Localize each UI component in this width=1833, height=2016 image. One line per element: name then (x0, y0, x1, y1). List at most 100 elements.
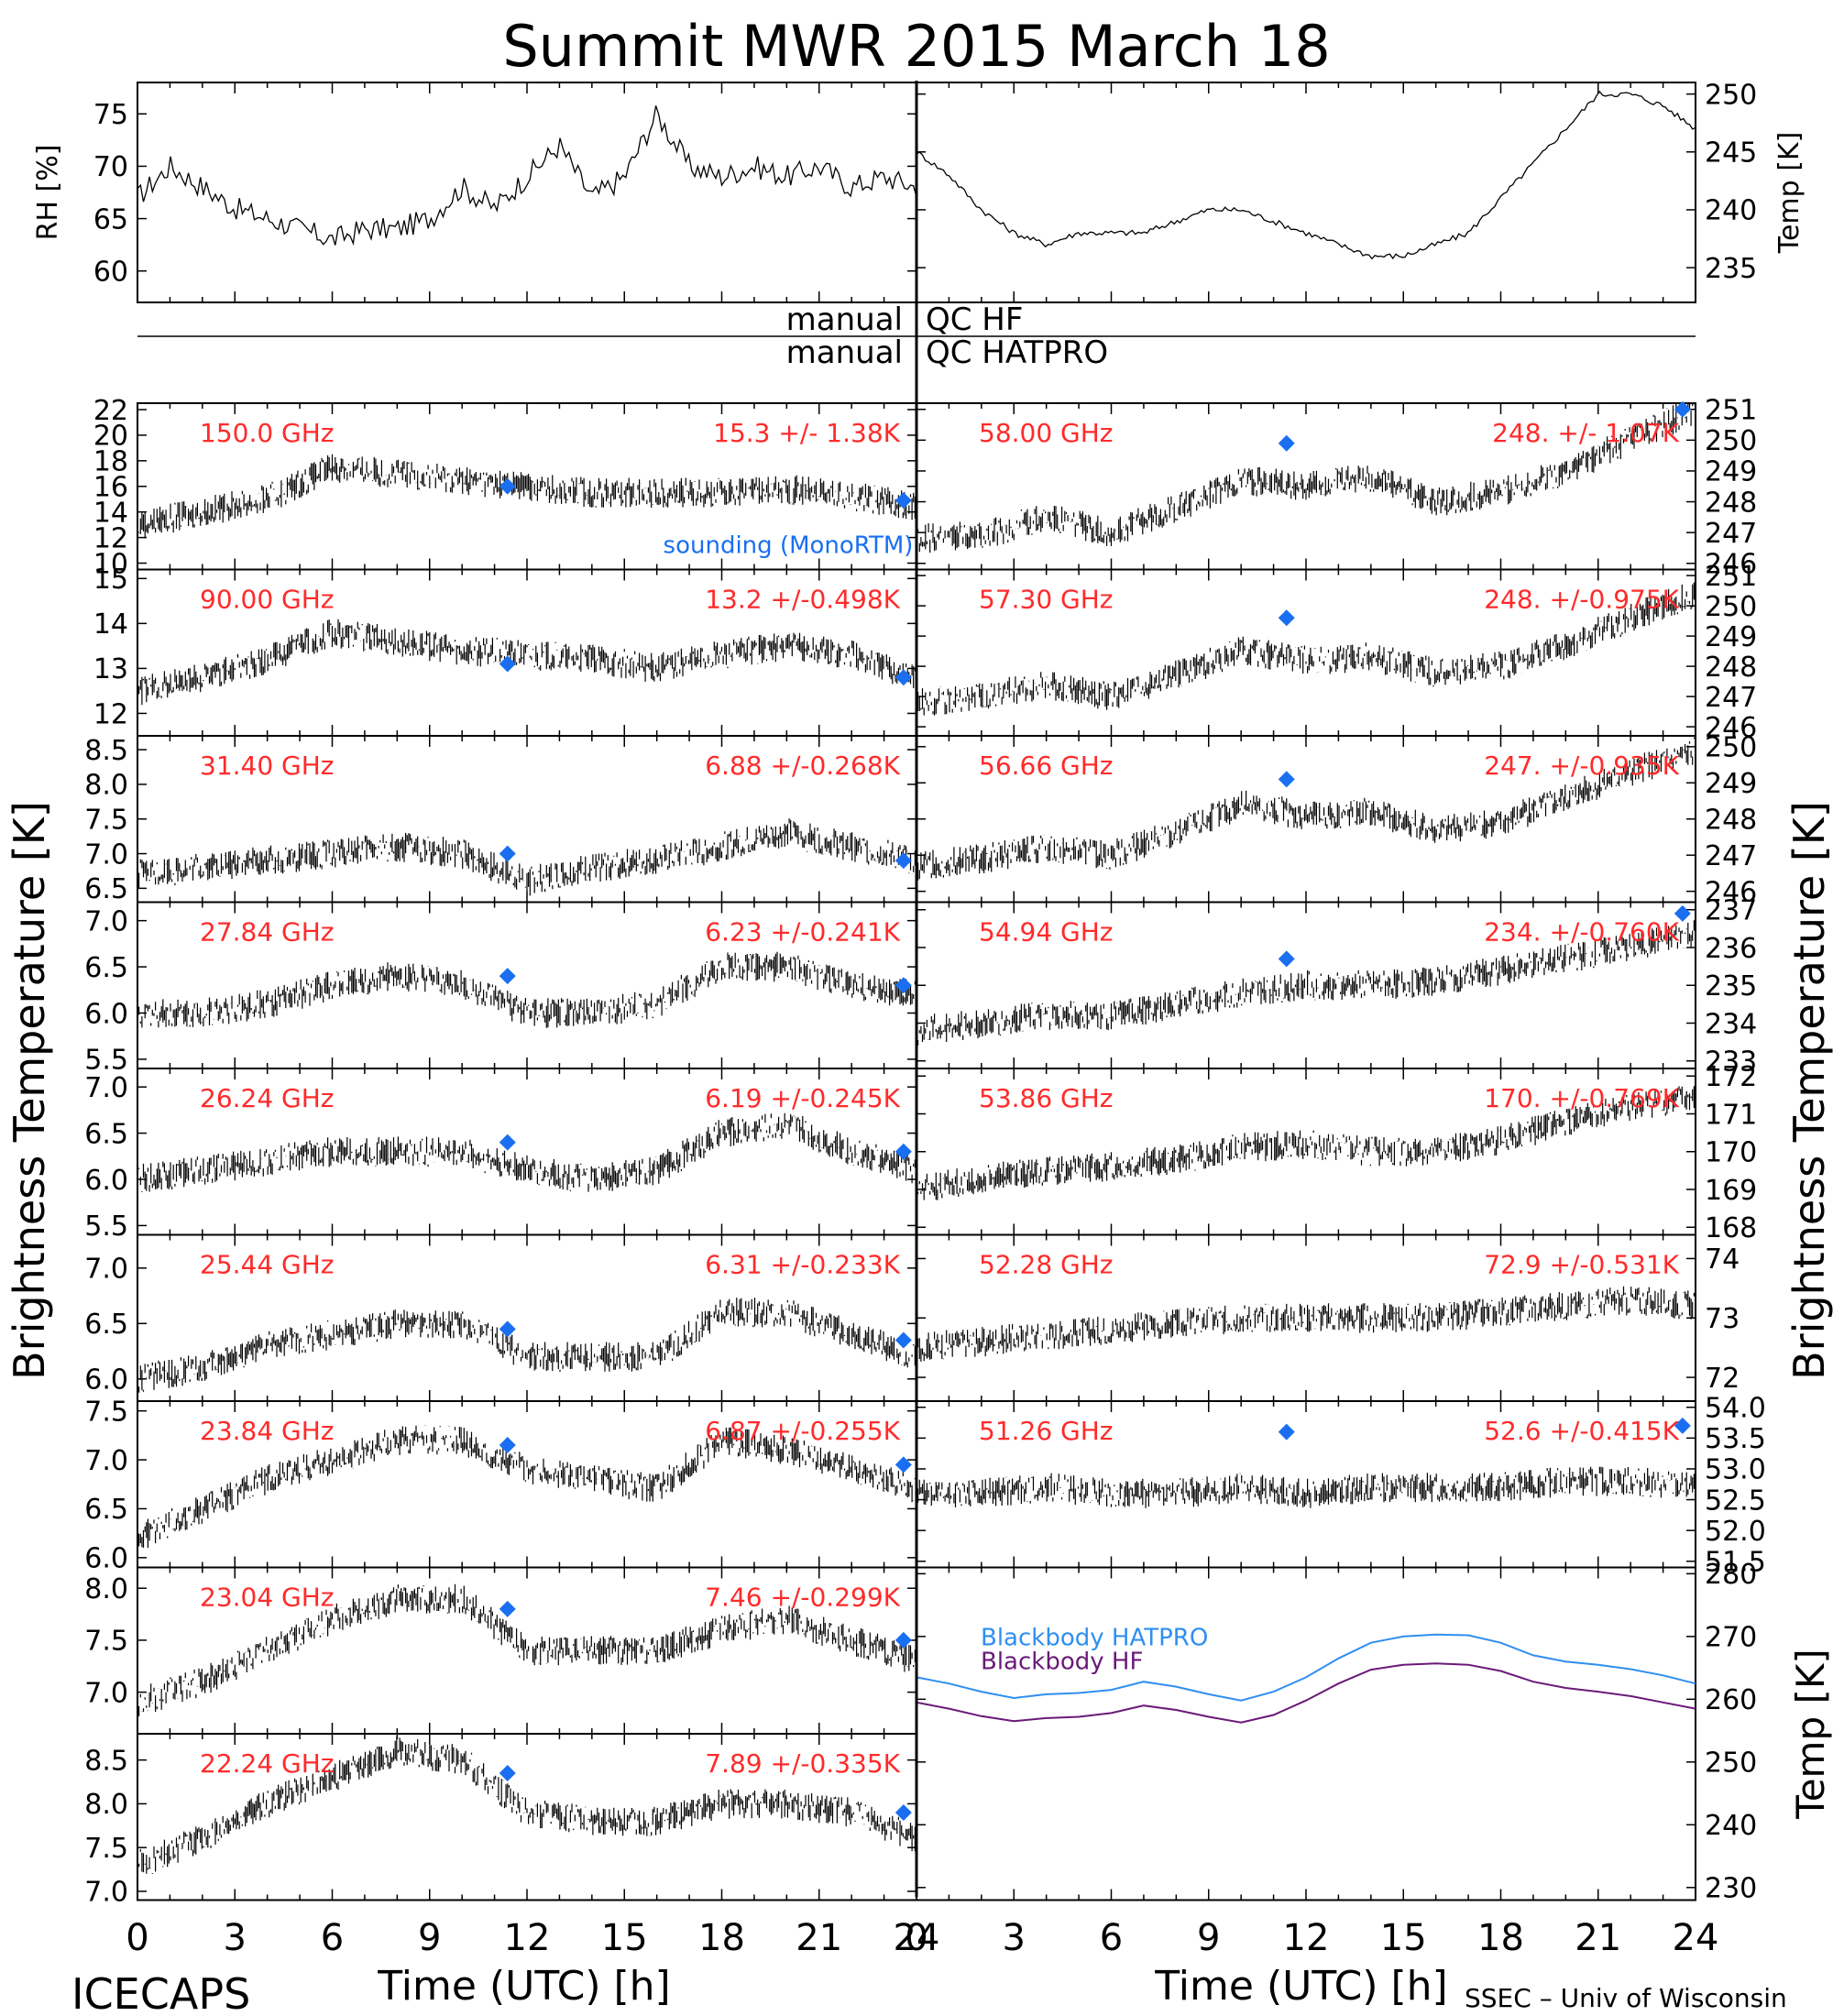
met-temp-ytick-label: 245 (1705, 137, 1757, 170)
ch-52-28-panel: 72 73 74 52.28 GHz 72.9 +/-0.531K (916, 1233, 1740, 1402)
ch-25-ytick-label: 7.0 (84, 1254, 128, 1286)
ch-27-sounding-point-0 (499, 968, 516, 985)
ch-90-channel-label: 90.00 GHz (200, 585, 335, 615)
ch-31-ytick-label: 7.5 (84, 805, 128, 837)
ch-58-ytick-label: 250 (1705, 425, 1757, 457)
ch-26-series-trace (137, 1112, 917, 1192)
ch-31-stats-label: 6.88 +/-0.268K (705, 751, 900, 781)
ch-56-66-ytick-label: 247 (1705, 840, 1757, 872)
ch-23-04-sounding-point-1 (895, 1631, 912, 1649)
sounding-legend-label: sounding (MonoRTM) (664, 532, 914, 560)
ch-23-84-ytick-label: 6.0 (84, 1543, 128, 1575)
ch-150-ytick-label: 14 (93, 497, 128, 529)
met-rh-ytick-label: 70 (93, 151, 128, 183)
ch-23-04-stats-label: 7.46 +/-0.299K (705, 1583, 900, 1613)
ch-56-66-stats-label: 247. +/-0.935K (1484, 751, 1679, 781)
ch-57-30-ytick-label: 246 (1705, 712, 1757, 744)
ch-27-ytick-label: 6.0 (84, 998, 128, 1030)
ch-90-panel: 12 13 14 15 90.00 GHz 13.2 +/-0.498K (93, 564, 917, 737)
x-tick-label-left: 9 (418, 1917, 441, 1959)
ch-51-26-ytick-label: 52.5 (1705, 1485, 1766, 1517)
ch-22-ytick-label: 7.0 (84, 1877, 128, 1909)
ch-57-30-channel-label: 57.30 GHz (979, 585, 1114, 615)
ch-52-28-channel-label: 52.28 GHz (979, 1250, 1114, 1280)
ch-31-ytick-label: 6.5 (84, 873, 128, 905)
blackbody-ytick-label: 280 (1705, 1559, 1757, 1591)
blackbody-ytick-label: 270 (1705, 1622, 1757, 1654)
ch-53-86-channel-label: 53.86 GHz (979, 1083, 1114, 1113)
ch-23-84-series-trace (137, 1425, 917, 1550)
ch-150-series-trace (137, 454, 917, 539)
qc-left-label-2: manual (786, 334, 903, 371)
ch-27-ytick-label: 6.5 (84, 952, 128, 984)
ch-23-04-series-trace (137, 1583, 917, 1716)
ch-150-ytick-label: 20 (93, 421, 128, 453)
ch-26-sounding-point-0 (499, 1134, 516, 1151)
ch-58-stats-label: 248. +/- 1.07K (1492, 418, 1679, 448)
ch-58-ytick-label: 249 (1705, 456, 1757, 488)
blackbody-legend-1: Blackbody HF (981, 1649, 1143, 1676)
ch-23-84-channel-label: 23.84 GHz (200, 1416, 335, 1446)
ch-23-04-ytick-label: 8.0 (84, 1573, 128, 1605)
met-temp-panel: 235 240 245 250 Temp [K] (916, 79, 1806, 303)
ch-53-86-panel: 168 169 170 171 172 53.86 GHz 170. +/-0.769K (916, 1061, 1757, 1244)
ch-25-panel: 6.0 6.5 7.0 25.44 GHz 6.31 +/-0.233K (84, 1233, 917, 1402)
ch-25-ytick-label: 6.5 (84, 1309, 128, 1341)
ch-27-stats-label: 6.23 +/-0.241K (705, 917, 900, 948)
right-axis-label: Brightness Temperature [K] (1784, 801, 1833, 1380)
qc-left-label-1: manual (786, 301, 903, 338)
ch-31-channel-label: 31.40 GHz (200, 751, 335, 781)
ch-58-ytick-label: 247 (1705, 518, 1757, 550)
ch-31-sounding-point-1 (895, 852, 912, 870)
ch-51-26-ytick-label: 54.0 (1705, 1393, 1766, 1425)
ch-23-84-sounding-point-0 (499, 1437, 516, 1454)
blackbody-panel: 230 240 250 260 270 280 Blackbody HATPROBlackb… (916, 1559, 1833, 1905)
ch-51-26-sounding-point-1 (1674, 1417, 1691, 1434)
ch-53-86-ytick-label: 168 (1705, 1212, 1757, 1244)
ch-22-ytick-label: 7.5 (84, 1833, 128, 1865)
x-tick-label-left: 0 (126, 1917, 148, 1959)
met-temp-ytick-label: 250 (1705, 79, 1757, 111)
ch-150-ytick-label: 18 (93, 446, 128, 478)
met-rh-ytick-label: 75 (93, 99, 128, 131)
ch-150-ytick-label: 22 (93, 395, 128, 427)
ch-57-30-ytick-label: 248 (1705, 652, 1757, 684)
blackbody-series-1-line (916, 1662, 1696, 1724)
ch-54-94-ytick-label: 233 (1705, 1046, 1757, 1079)
x-tick-label-left: 24 (894, 1917, 940, 1959)
met-rh-ylabel: RH [%] (32, 145, 64, 241)
ch-51-26-panel: 51.552.052.553.053.554.0 51.26 GHz 52.6 +/… (916, 1393, 1766, 1579)
met-temp-ytick-label: 235 (1705, 253, 1757, 285)
qc-right-label-2: QC HATPRO (926, 334, 1108, 371)
ch-26-ytick-label: 5.5 (84, 1211, 128, 1243)
qc-section: manual QC HF manual QC HATPRO (137, 301, 1696, 371)
ch-23-04-panel: 7.0 7.5 8.0 23.04 GHz 7.46 +/-0.299K (84, 1566, 917, 1735)
ch-26-ytick-label: 7.0 (84, 1072, 128, 1104)
blackbody-series-0-line (916, 1633, 1696, 1702)
met-rh-panel: 60 65 70 75 RH [%] (32, 82, 917, 303)
ch-90-ytick-label: 12 (93, 698, 128, 730)
x-axis-label-right: Time (UTC) [h] (1154, 1963, 1447, 2010)
ch-90-ytick-label: 13 (93, 653, 128, 685)
x-tick-label-left: 21 (796, 1917, 842, 1959)
met-rh-ytick-label: 65 (93, 203, 128, 236)
ch-51-26-ytick-label: 53.5 (1705, 1423, 1766, 1455)
ch-150-sounding-point-1 (895, 492, 912, 509)
ch-54-94-panel: 233 234 235 236 237 54.94 GHz 234. +/-0.760K (916, 895, 1757, 1079)
ch-90-sounding-point-0 (499, 655, 516, 673)
ch-57-30-ytick-label: 249 (1705, 621, 1757, 653)
blackbody-ytick-label: 250 (1705, 1748, 1757, 1780)
ch-52-28-ytick-label: 73 (1705, 1303, 1740, 1335)
ch-26-ytick-label: 6.0 (84, 1165, 128, 1197)
ch-150-sounding-point-0 (499, 477, 516, 495)
met-rh-series-line (137, 105, 917, 247)
ch-51-26-sounding-point-0 (1278, 1423, 1295, 1441)
ch-57-30-ytick-label: 251 (1705, 561, 1757, 593)
met-rh-ytick-label: 60 (93, 257, 128, 289)
blackbody-ytick-label: 230 (1705, 1873, 1757, 1905)
ch-23-04-ytick-label: 7.0 (84, 1677, 128, 1709)
ch-23-04-ytick-label: 7.5 (84, 1626, 128, 1658)
